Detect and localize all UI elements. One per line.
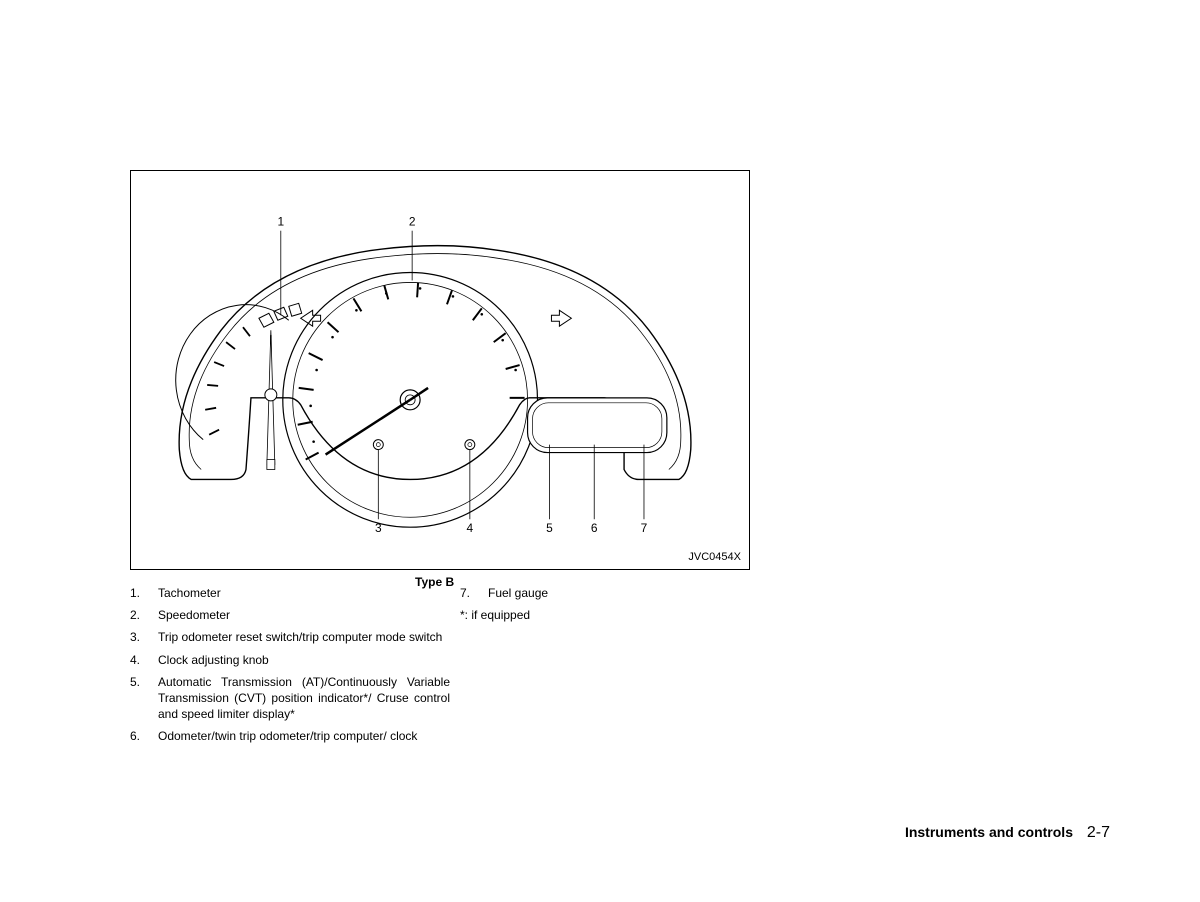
callout-5: 5 bbox=[546, 521, 553, 535]
page-footer: Instruments and controls 2-7 bbox=[905, 824, 1110, 842]
legend-text: Speedometer bbox=[158, 607, 450, 623]
legend-right-column: 7.Fuel gauge *: if equipped bbox=[460, 585, 740, 623]
legend-item: 6.Odometer/twin trip odometer/trip compu… bbox=[130, 728, 450, 744]
legend-num: 3. bbox=[130, 629, 158, 645]
legend-num: 1. bbox=[130, 585, 158, 601]
legend-text: Tachometer bbox=[158, 585, 450, 601]
legend-num: 5. bbox=[130, 674, 158, 723]
footer-page-number: 2-7 bbox=[1087, 824, 1110, 841]
figure-code: JVC0454X bbox=[688, 551, 741, 563]
legend-text: Automatic Transmission (AT)/Continuously… bbox=[158, 674, 450, 723]
legend-item: 7.Fuel gauge bbox=[460, 585, 740, 601]
legend-item: 4.Clock adjusting knob bbox=[130, 652, 450, 668]
legend-text: Clock adjusting knob bbox=[158, 652, 450, 668]
legend-num: 6. bbox=[130, 728, 158, 744]
callout-6: 6 bbox=[591, 521, 598, 535]
footer-section: Instruments and controls bbox=[905, 824, 1073, 840]
legend-item: 2.Speedometer bbox=[130, 607, 450, 623]
legend-left-column: 1.Tachometer 2.Speedometer 3.Trip odomet… bbox=[130, 585, 450, 751]
legend-text: Trip odometer reset switch/trip computer… bbox=[158, 629, 450, 645]
legend-text: Fuel gauge bbox=[488, 585, 740, 601]
callout-1: 1 bbox=[277, 215, 284, 229]
legend-item: 1.Tachometer bbox=[130, 585, 450, 601]
legend-text: Odometer/twin trip odometer/trip compute… bbox=[158, 728, 450, 744]
figure-container: 1 2 3 4 5 6 7 JVC0454X bbox=[130, 170, 750, 570]
legend-num: 2. bbox=[130, 607, 158, 623]
equipped-note: *: if equipped bbox=[460, 607, 740, 623]
callout-2: 2 bbox=[409, 215, 416, 229]
instrument-cluster-diagram: 1 2 3 4 5 6 7 bbox=[131, 171, 749, 569]
legend-item: 3.Trip odometer reset switch/trip comput… bbox=[130, 629, 450, 645]
callout-7: 7 bbox=[641, 521, 648, 535]
callout-3: 3 bbox=[375, 521, 382, 535]
legend-item: 5.Automatic Transmission (AT)/Continuous… bbox=[130, 674, 450, 723]
callout-4: 4 bbox=[467, 521, 474, 535]
legend-num: 4. bbox=[130, 652, 158, 668]
legend-num: 7. bbox=[460, 585, 488, 601]
